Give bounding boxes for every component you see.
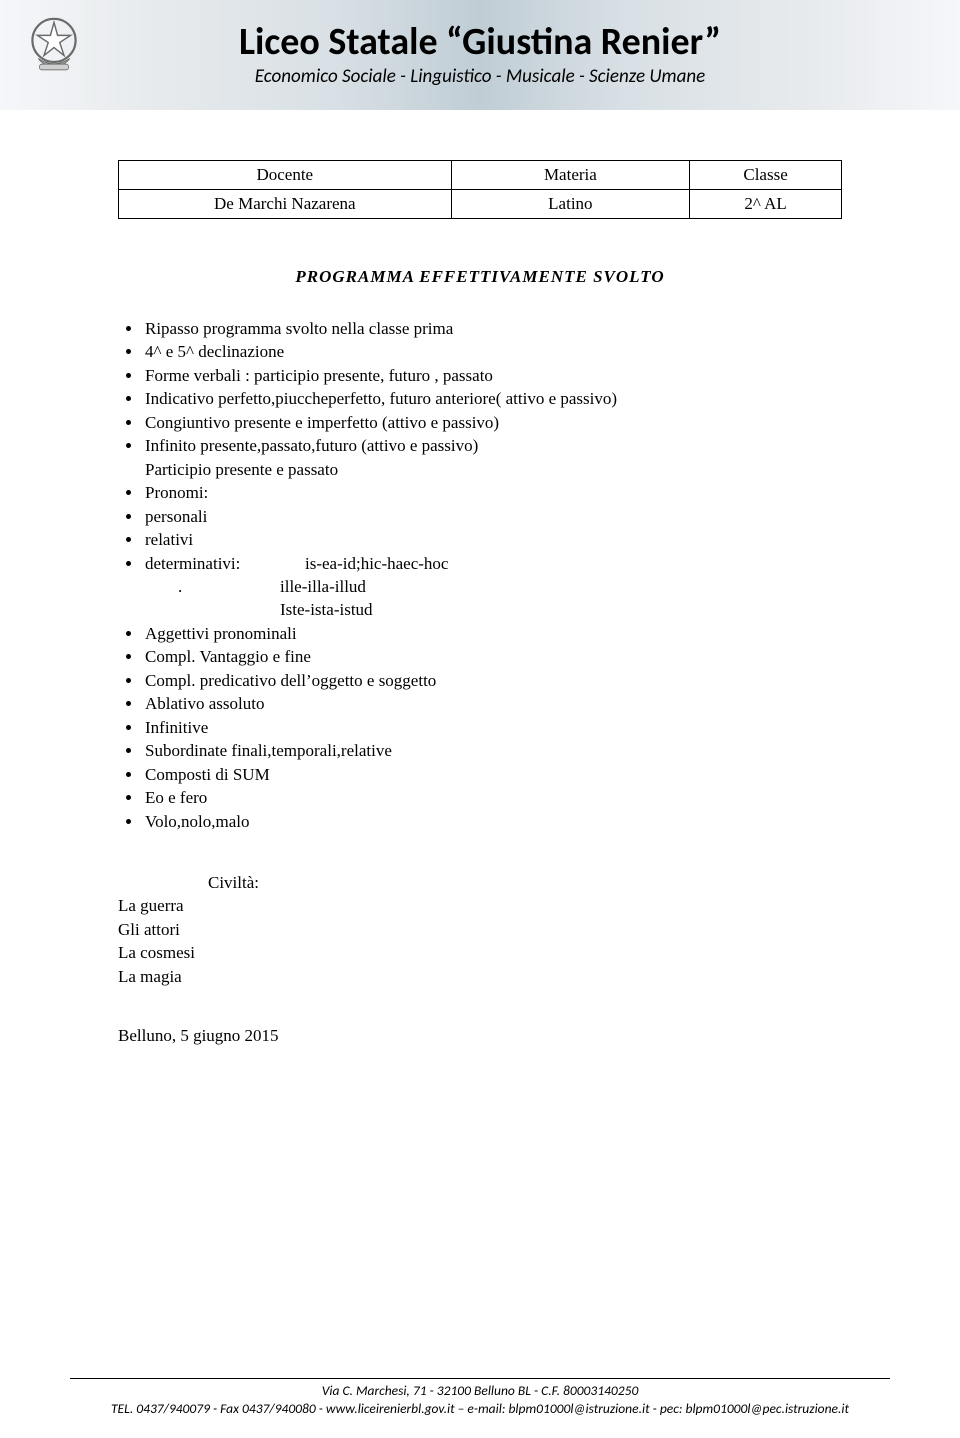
th-docente: Docente: [119, 161, 452, 190]
info-table: Docente Materia Classe De Marchi Nazaren…: [118, 160, 842, 219]
civilta-label: Civiltà:: [118, 871, 842, 894]
td-classe: 2^ AL: [690, 190, 842, 219]
determinativi-v3: Iste-ista-istud: [280, 598, 373, 621]
dot: .: [178, 575, 188, 598]
program-bullets: Ripasso programma svolto nella classe pr…: [118, 317, 842, 833]
page-footer: Via C. Marchesi, 71 - 32100 Belluno BL -…: [0, 1378, 960, 1418]
italian-emblem-icon: [18, 8, 90, 80]
list-item: Congiuntivo presente e imperfetto (attiv…: [143, 411, 842, 434]
list-item: Infinitive: [143, 716, 842, 739]
determinativi-v2: ille-illa-illud: [280, 575, 366, 598]
footer-contacts: TEL. 0437/940079 - Fax 0437/940080 - www…: [0, 1400, 960, 1418]
list-item: determinativi: is-ea-id;hic-haec-hoc: [143, 552, 842, 575]
school-name: Liceo Statale “Giustina Renier”: [239, 22, 721, 64]
list-item: Aggettivi pronominali: [143, 622, 842, 645]
list-item: Volo,nolo,malo: [143, 810, 842, 833]
program-title: PROGRAMMA EFFETTIVAMENTE SVOLTO: [118, 267, 842, 287]
footer-rule: [70, 1378, 890, 1379]
list-item: Indicativo perfetto,piuccheperfetto, fut…: [143, 387, 842, 410]
main-content: Docente Materia Classe De Marchi Nazaren…: [0, 110, 960, 1046]
td-docente: De Marchi Nazarena: [119, 190, 452, 219]
list-item: Composti di SUM: [143, 763, 842, 786]
list-item: relativi: [143, 528, 842, 551]
list-item: Subordinate finali,temporali,relative: [143, 739, 842, 762]
civilta-line: La cosmesi: [118, 941, 842, 964]
header-text-block: Liceo Statale “Giustina Renier” Economic…: [239, 22, 721, 89]
th-materia: Materia: [451, 161, 690, 190]
list-item: personali: [143, 505, 842, 528]
determinativi-label: determinativi:: [145, 552, 305, 575]
list-item: Pronomi:: [143, 481, 842, 504]
header-banner: Liceo Statale “Giustina Renier” Economic…: [0, 0, 960, 110]
list-item: Infinito presente,passato,futuro (attivo…: [143, 434, 842, 481]
list-item: Eo e fero: [143, 786, 842, 809]
civilta-line: Gli attori: [118, 918, 842, 941]
civilta-line: La magia: [118, 965, 842, 988]
list-item: Ripasso programma svolto nella classe pr…: [143, 317, 842, 340]
list-item: 4^ e 5^ declinazione: [143, 340, 842, 363]
list-item: Compl. Vantaggio e fine: [143, 645, 842, 668]
list-item: Ablativo assoluto: [143, 692, 842, 715]
list-item-sub: . ille-illa-illud: [118, 575, 842, 598]
list-item: Forme verbali : participio presente, fut…: [143, 364, 842, 387]
civilta-block: Civiltà: La guerra Gli attori La cosmesi…: [118, 871, 842, 988]
determinativi-v1: is-ea-id;hic-haec-hoc: [305, 552, 448, 575]
list-item-sub: Iste-ista-istud: [118, 598, 842, 621]
table-row: Docente Materia Classe: [119, 161, 842, 190]
civilta-line: La guerra: [118, 894, 842, 917]
td-materia: Latino: [451, 190, 690, 219]
list-item: Compl. predicativo dell’oggetto e sogget…: [143, 669, 842, 692]
list-item-subtext: Participio presente e passato: [145, 460, 338, 479]
table-row: De Marchi Nazarena Latino 2^ AL: [119, 190, 842, 219]
document-date: Belluno, 5 giugno 2015: [118, 1026, 842, 1046]
footer-address: Via C. Marchesi, 71 - 32100 Belluno BL -…: [0, 1382, 960, 1400]
school-subtitle: Economico Sociale - Linguistico - Musica…: [239, 65, 721, 88]
th-classe: Classe: [690, 161, 842, 190]
list-item-text: Infinito presente,passato,futuro (attivo…: [145, 436, 478, 455]
